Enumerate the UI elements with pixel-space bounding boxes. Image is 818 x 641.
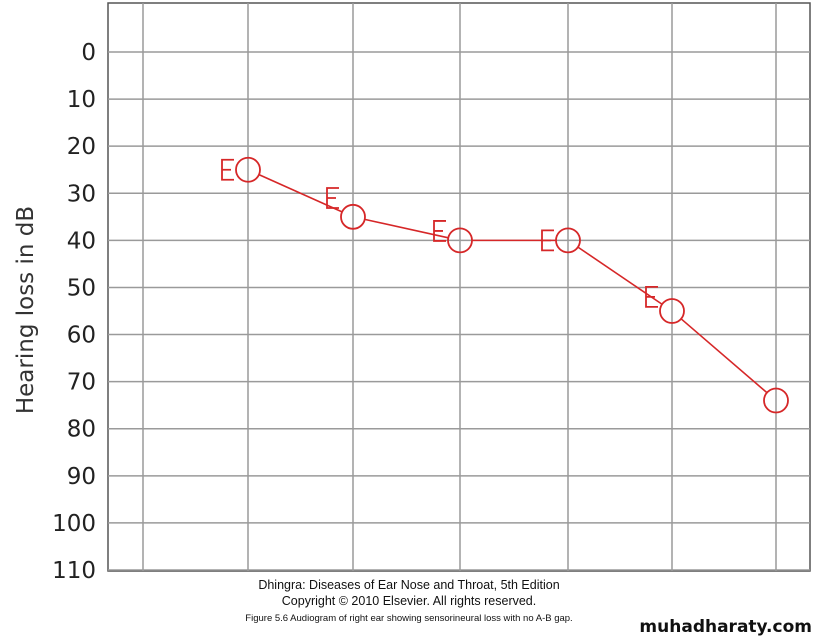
air-conduction-line	[258, 173, 343, 213]
bone-conduction-marker	[326, 187, 339, 209]
bone-conduction-marker	[541, 229, 554, 252]
y-tick-label: 20	[67, 134, 96, 160]
source-credit: Dhingra: Diseases of Ear Nose and Throat…	[258, 578, 560, 592]
y-tick-label: 10	[67, 87, 96, 113]
y-tick-label: 50	[67, 275, 96, 301]
y-tick-label: 40	[67, 228, 96, 254]
y-tick-label: 0	[81, 40, 96, 66]
y-tick-label: 60	[67, 323, 96, 349]
y-tick-label: 30	[67, 181, 96, 207]
air-conduction-point	[235, 156, 261, 183]
air-conduction-line	[577, 246, 663, 305]
air-conduction-point	[555, 227, 581, 254]
bone-conduction-marker	[433, 220, 446, 242]
air-conduction-point	[447, 227, 473, 254]
air-conduction-line	[680, 318, 768, 394]
y-axis-ticks: 0 10 20 30 40 50 60 70 80 90 100 110	[52, 40, 96, 584]
series	[221, 156, 789, 414]
y-tick-label: 70	[67, 370, 96, 396]
figure-caption: Figure 5.6 Audiogram of right ear showin…	[245, 613, 573, 624]
air-conduction-point	[659, 298, 685, 324]
y-axis-label: Hearing loss in dB	[13, 206, 39, 414]
copyright-notice: Copyright © 2010 Elsevier. All rights re…	[281, 594, 537, 608]
y-tick-label: 100	[52, 511, 96, 537]
grid	[108, 3, 810, 571]
watermark: muhadharaty.com	[639, 617, 812, 637]
bone-conduction-marker	[645, 285, 658, 308]
air-conduction-point	[763, 387, 789, 414]
y-tick-label: 90	[67, 464, 96, 490]
y-tick-label: 80	[67, 417, 96, 443]
y-tick-label: 110	[52, 558, 96, 584]
air-conduction-point	[340, 203, 366, 230]
bone-conduction-marker	[221, 158, 234, 181]
